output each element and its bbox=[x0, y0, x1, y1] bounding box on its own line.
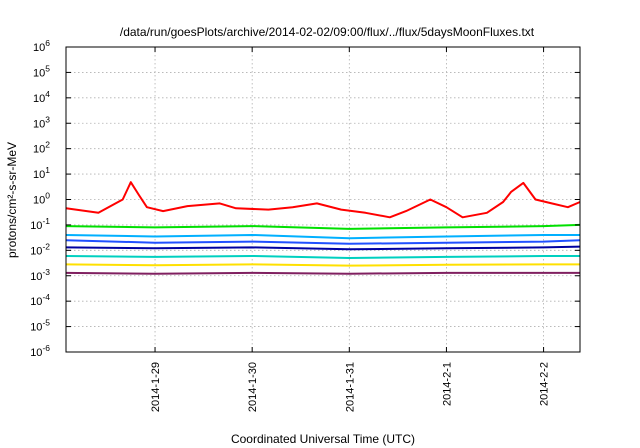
y-tick-base: 10 bbox=[30, 296, 42, 308]
y-tick-base: 10 bbox=[30, 245, 42, 257]
y-tick-label: 10-3 bbox=[30, 267, 50, 283]
y-tick-base: 10 bbox=[33, 144, 45, 156]
y-axis-ticks: 10-610-510-410-310-210-11001011021031041… bbox=[30, 38, 580, 359]
chart-title: /data/run/goesPlots/archive/2014-02-02/0… bbox=[120, 25, 535, 39]
y-tick-base: 10 bbox=[33, 169, 45, 181]
y-tick-label: 102 bbox=[33, 140, 50, 156]
y-tick-base: 10 bbox=[33, 195, 45, 207]
y-tick-base: 10 bbox=[33, 67, 45, 79]
x-tick-label: 2014-1-31 bbox=[344, 362, 356, 412]
y-tick-exponent: 3 bbox=[45, 114, 50, 124]
y-tick-exponent: -4 bbox=[42, 292, 50, 302]
series-line-7 bbox=[65, 263, 580, 267]
series-line-1 bbox=[65, 181, 581, 219]
x-axis-ticks: 2014-1-29 2014-1-30 2014-1-31 2014-2-1 2014-… bbox=[150, 47, 551, 412]
series-line-8 bbox=[65, 271, 580, 275]
y-tick-label: 100 bbox=[33, 191, 50, 207]
x-tick-label: 2014-1-29 bbox=[150, 362, 162, 412]
y-tick-label: 10-5 bbox=[30, 318, 50, 334]
y-tick-exponent: 2 bbox=[45, 140, 50, 150]
y-tick-exponent: 0 bbox=[45, 191, 50, 201]
y-axis-label: protons/cm²-s-sr-MeV bbox=[5, 142, 19, 258]
grid bbox=[66, 47, 580, 352]
y-tick-base: 10 bbox=[30, 271, 42, 283]
y-tick-base: 10 bbox=[30, 322, 42, 334]
y-tick-label: 10-2 bbox=[30, 241, 50, 257]
y-tick-exponent: 4 bbox=[45, 89, 50, 99]
y-tick-exponent: -5 bbox=[42, 318, 50, 328]
y-tick-label: 103 bbox=[33, 114, 50, 130]
y-tick-label: 10-4 bbox=[30, 292, 50, 308]
y-tick-base: 10 bbox=[33, 118, 45, 130]
series-line-4 bbox=[65, 239, 581, 245]
x-tick-label: 2014-2-1 bbox=[441, 362, 453, 406]
y-tick-label: 10-6 bbox=[30, 343, 50, 359]
y-tick-label: 106 bbox=[33, 38, 50, 54]
series-line-5 bbox=[65, 245, 581, 251]
y-tick-label: 105 bbox=[33, 63, 50, 79]
y-tick-base: 10 bbox=[30, 347, 42, 359]
y-tick-exponent: -6 bbox=[42, 343, 50, 353]
y-tick-exponent: 1 bbox=[45, 165, 50, 175]
x-tick-label: 2014-2-2 bbox=[539, 362, 551, 406]
x-axis-label: Coordinated Universal Time (UTC) bbox=[231, 432, 415, 446]
y-tick-exponent: -2 bbox=[42, 241, 50, 251]
y-tick-exponent: -1 bbox=[42, 216, 50, 226]
y-tick-exponent: 5 bbox=[45, 63, 50, 73]
series-line-2 bbox=[65, 223, 581, 230]
series-line-6 bbox=[65, 255, 580, 259]
y-tick-exponent: 6 bbox=[45, 38, 50, 48]
y-tick-label: 101 bbox=[33, 165, 50, 181]
y-tick-exponent: -3 bbox=[42, 267, 50, 277]
series-lines bbox=[65, 181, 581, 275]
y-tick-base: 10 bbox=[33, 42, 45, 54]
y-tick-label: 10-1 bbox=[30, 216, 50, 232]
x-tick-label: 2014-1-30 bbox=[247, 362, 259, 412]
y-tick-base: 10 bbox=[33, 93, 45, 105]
y-tick-label: 104 bbox=[33, 89, 50, 105]
series-line-3 bbox=[65, 234, 580, 240]
y-tick-base: 10 bbox=[30, 220, 42, 232]
